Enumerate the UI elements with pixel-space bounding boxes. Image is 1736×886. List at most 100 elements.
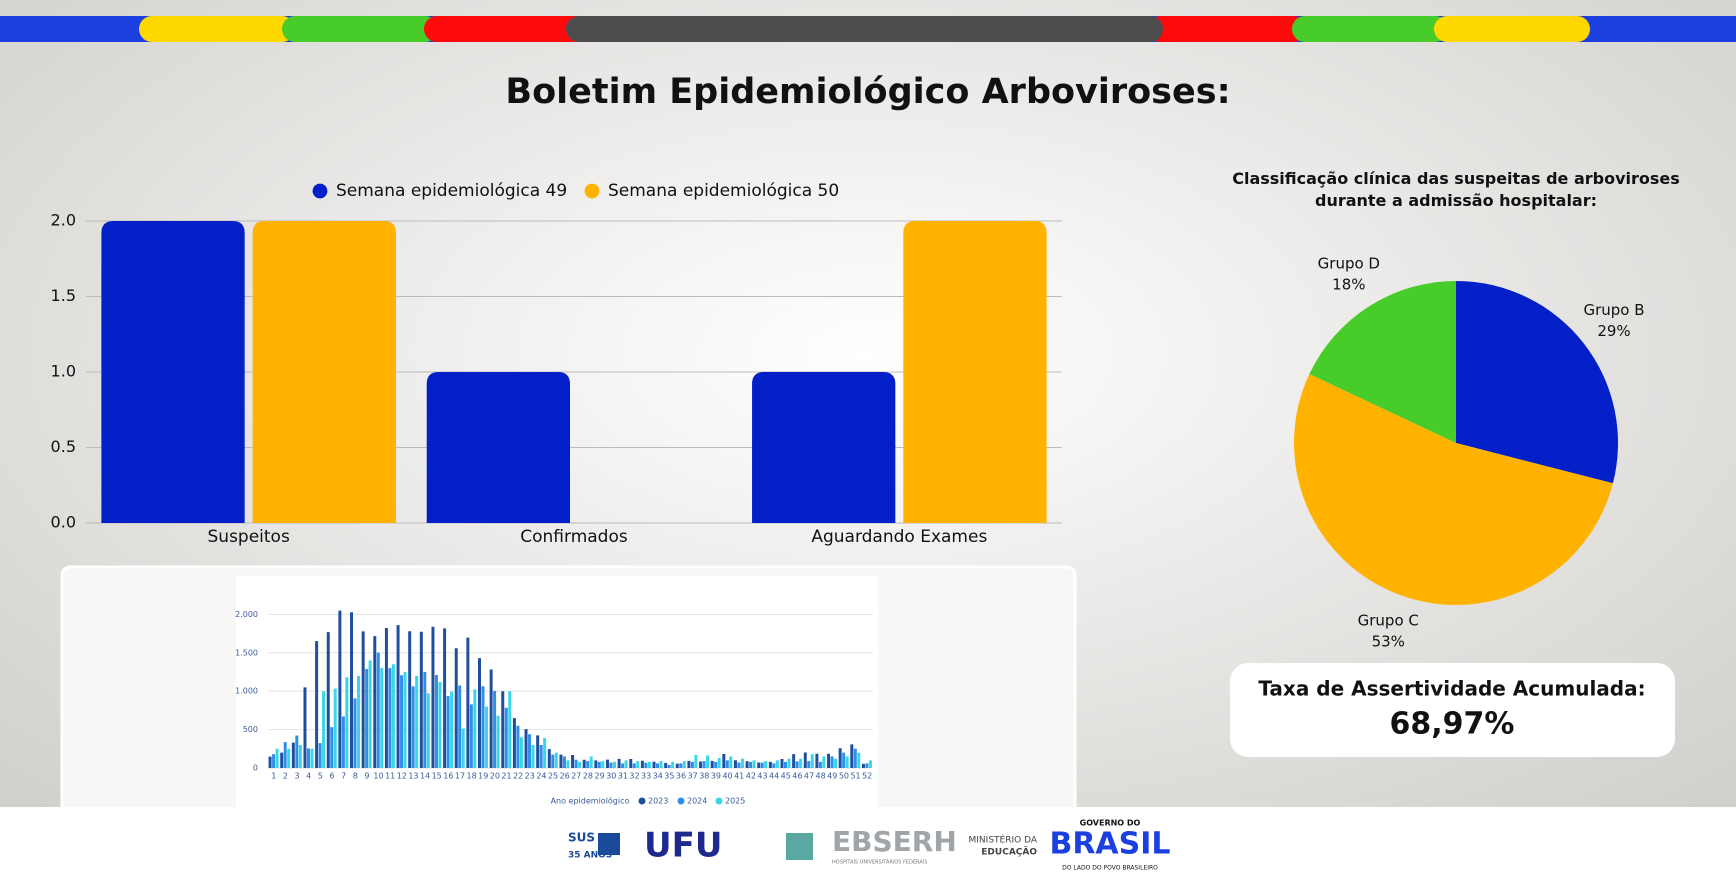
- page-title: Boletim Epidemiológico Arboviroses:: [505, 72, 1230, 112]
- bar: [496, 715, 500, 768]
- bar: [268, 756, 272, 768]
- bar: [478, 658, 481, 768]
- x-tick-label: Suspeitos: [208, 527, 290, 547]
- bar: [391, 664, 395, 768]
- x-tick-label: 45: [781, 772, 791, 781]
- bar: [644, 762, 648, 768]
- bar: [481, 686, 485, 768]
- bar: [330, 727, 334, 768]
- legend-marker: [677, 797, 685, 805]
- bar: [539, 744, 543, 768]
- bar: [792, 754, 796, 768]
- bar: [679, 763, 683, 768]
- x-tick-label: 2: [283, 772, 288, 781]
- bar: [388, 668, 392, 768]
- bar: [322, 691, 326, 768]
- bar: [283, 742, 287, 768]
- bar: [722, 754, 726, 768]
- bar: [845, 756, 849, 768]
- bar: [341, 716, 345, 768]
- bar: [850, 744, 854, 768]
- legend-marker: [638, 797, 646, 805]
- bar: [531, 744, 535, 768]
- bar: [298, 744, 302, 768]
- bar: [749, 761, 753, 768]
- x-tick-label: 41: [734, 772, 744, 781]
- x-tick-label: 29: [594, 772, 604, 781]
- x-tick-label: 48: [816, 772, 826, 781]
- y-tick-label: 1.5: [51, 286, 76, 305]
- bar: [597, 761, 601, 768]
- x-tick-label: 43: [757, 772, 767, 781]
- bar: [764, 761, 768, 768]
- footer-logos: SUS 35 ANOS UFU EBSERH HOSPITAIS UNIVERS…: [568, 819, 1171, 872]
- bar: [461, 728, 465, 768]
- bar: [554, 752, 558, 768]
- bar: [373, 636, 377, 768]
- bar: [403, 671, 407, 768]
- bar: [803, 752, 807, 768]
- logo-sus-years: 35 ANOS: [568, 851, 612, 861]
- x-tick-label: 50: [839, 772, 849, 781]
- legend-marker: [584, 183, 600, 199]
- legend-label: 2024: [687, 797, 707, 806]
- logo-gov: GOVERNO DO: [1080, 819, 1141, 828]
- x-tick-label: 13: [408, 772, 418, 781]
- bar: [426, 693, 430, 768]
- bar: [664, 762, 668, 768]
- bar: [827, 753, 831, 768]
- bar: [326, 632, 330, 768]
- bar: [605, 759, 609, 768]
- x-tick-label: 9: [364, 772, 369, 781]
- bar: [303, 687, 307, 768]
- bar: [757, 762, 761, 768]
- bar: [818, 761, 822, 768]
- logo-ebserh-sub: HOSPITAIS UNIVERSITÁRIOS FEDERAIS: [832, 859, 927, 866]
- y-tick-label: 1.500: [235, 648, 258, 657]
- bar: [415, 675, 419, 768]
- bar: [795, 761, 799, 768]
- x-tick-label: Confirmados: [520, 527, 628, 547]
- x-tick-label: 37: [688, 772, 698, 781]
- legend-title: Ano epidemiológico: [551, 796, 630, 806]
- y-tick-label: 500: [243, 725, 258, 734]
- x-tick-label: 6: [329, 772, 334, 781]
- bar: [295, 735, 299, 768]
- kpi-label: Taxa de Assertividade Acumulada:: [1258, 677, 1645, 701]
- x-tick-label: 39: [711, 772, 721, 781]
- bar: [687, 760, 691, 768]
- bar: [702, 761, 706, 768]
- bar: [838, 748, 842, 768]
- bar: [504, 707, 508, 768]
- bar: [519, 737, 523, 768]
- legend-label: Semana epidemiológica 50: [608, 181, 839, 201]
- bar: [752, 372, 896, 523]
- x-tick-label: 49: [827, 772, 837, 781]
- x-tick-label: 35: [664, 772, 674, 781]
- bar: [306, 748, 310, 768]
- logo-ebserh: EBSERH: [832, 825, 957, 858]
- bar: [617, 758, 621, 768]
- y-tick-label: 0.5: [51, 437, 76, 456]
- bar: [574, 759, 578, 768]
- bar: [682, 761, 686, 768]
- x-tick-label: 44: [769, 772, 779, 781]
- x-tick-label: 7: [341, 772, 346, 781]
- logo-gov: DO LADO DO POVO BRASILEIRO: [1062, 865, 1158, 872]
- pie-slice: [1309, 281, 1456, 443]
- logo-sus: SUS: [568, 831, 595, 845]
- x-tick-label: 30: [606, 772, 616, 781]
- legend-marker: [312, 183, 328, 199]
- bar: [725, 760, 729, 768]
- bar: [578, 761, 582, 768]
- bar: [408, 631, 412, 768]
- x-tick-label: 36: [676, 772, 686, 781]
- bar: [659, 761, 663, 768]
- bar: [775, 760, 779, 768]
- x-tick-label: 47: [804, 772, 814, 781]
- bar: [729, 756, 733, 768]
- bar: [675, 763, 679, 768]
- x-tick-label: 3: [295, 772, 300, 781]
- x-tick-label: 10: [373, 772, 383, 781]
- bar: [547, 749, 551, 768]
